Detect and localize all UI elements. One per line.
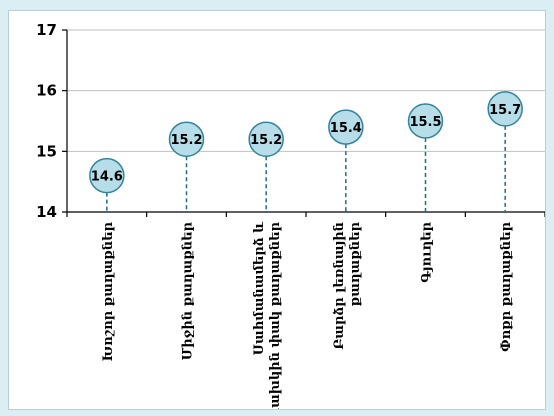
data-label: 15.2 bbox=[250, 133, 282, 148]
data-point bbox=[168, 121, 205, 157]
x-category-label: քաղաքներ bbox=[348, 221, 363, 306]
chart-frame: 14 15 16 17 14.6 15.2 15.2 15.4 15.5 15.7 Խոշոր քա… bbox=[8, 10, 546, 410]
x-category-label: Միջին քաղաքներ bbox=[181, 221, 196, 360]
data-label: 15.2 bbox=[170, 133, 202, 148]
data-point bbox=[248, 121, 284, 157]
data-point bbox=[89, 157, 125, 194]
data-point bbox=[407, 103, 444, 139]
chart-svg: 14 15 16 17 14.6 15.2 15.2 15.4 15.5 15.7 Խոշոր քա… bbox=[36, 21, 545, 409]
data-point bbox=[328, 109, 364, 145]
x-category-label: Խոշոր քաղաքներ bbox=[101, 221, 116, 361]
data-point bbox=[487, 91, 523, 127]
x-category-label: Փոքր քաղաքներ bbox=[499, 221, 514, 351]
x-category-label: Սահմանամերձ և bbox=[252, 221, 267, 355]
y-tick-label: 16 bbox=[36, 82, 57, 100]
x-category-label: Գյուղեր bbox=[420, 221, 435, 282]
y-tick-label: 14 bbox=[36, 203, 57, 221]
data-label: 15.7 bbox=[489, 103, 521, 118]
data-label: 14.6 bbox=[91, 170, 123, 185]
data-label: 15.4 bbox=[330, 121, 362, 136]
x-category-label: նախկին փակ քաղաքներ bbox=[268, 221, 283, 409]
y-tick-label: 17 bbox=[36, 21, 57, 39]
data-label: 15.5 bbox=[409, 115, 441, 130]
y-tick-label: 15 bbox=[36, 142, 57, 160]
x-category-label: Բարձր լեռնային bbox=[332, 222, 347, 350]
